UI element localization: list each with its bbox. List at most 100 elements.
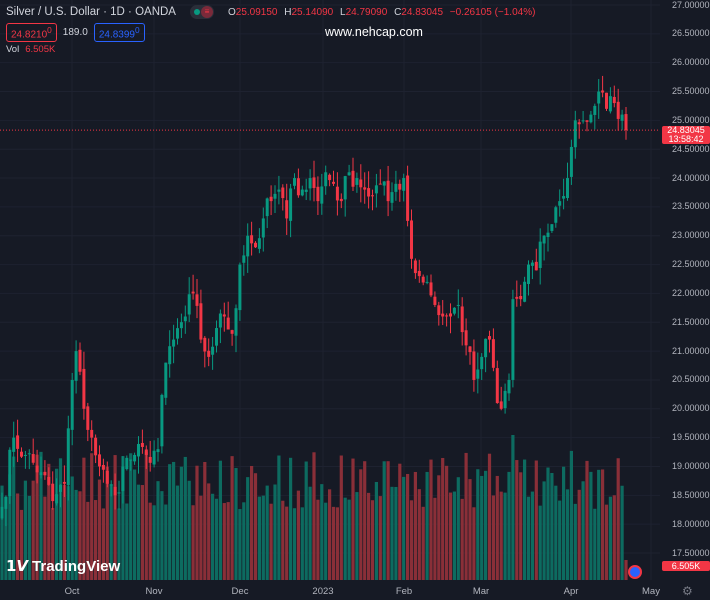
volume-bar — [413, 471, 417, 580]
candle-body — [211, 346, 215, 355]
volume-bar — [565, 489, 570, 580]
candle-body — [207, 350, 211, 357]
volume-label: Vol — [6, 44, 20, 55]
candle-body — [113, 486, 117, 496]
candle-body — [300, 189, 304, 196]
volume-bar — [367, 492, 371, 580]
candle-body — [78, 349, 82, 372]
volume-bar — [503, 492, 507, 580]
volume-tag: 6.505K — [662, 561, 710, 571]
volume-bar — [585, 460, 589, 580]
volume-bar — [62, 484, 66, 580]
candle-body — [238, 264, 242, 311]
candle-body — [12, 437, 16, 452]
volume-bar — [495, 475, 499, 580]
volume-bar — [390, 486, 394, 580]
candle-body — [390, 192, 394, 203]
candle-body — [293, 178, 296, 186]
candle-body — [519, 295, 523, 300]
volume-bar — [406, 473, 410, 580]
volume-bar — [433, 497, 437, 580]
candle-body — [66, 428, 70, 486]
volume-bar — [472, 507, 476, 580]
candle-body — [417, 270, 421, 277]
buy-price-sup: 0 — [134, 25, 140, 35]
volume-bar — [183, 456, 187, 580]
volume-bar — [511, 435, 515, 580]
volume-bar — [195, 465, 199, 580]
tradingview-logo[interactable]: 𝟭𝙑 TradingView — [6, 557, 120, 576]
volume-bar — [35, 454, 39, 580]
us-flag-event-icon[interactable] — [628, 565, 642, 579]
volume-bar — [425, 471, 429, 580]
candle-body — [27, 453, 31, 455]
volume-bar — [27, 495, 31, 580]
symbol-title[interactable]: Silver / U.S. Dollar · 1D · OANDA — [6, 6, 176, 18]
candle-body — [105, 470, 109, 484]
volume-bar — [445, 465, 449, 580]
candle-body — [332, 181, 335, 184]
candle-body — [101, 464, 105, 470]
volume-bar — [105, 466, 109, 580]
candle-body — [47, 476, 51, 485]
volume-bar — [351, 458, 355, 580]
trade-panel: 24.82100 189.0 24.83990 — [6, 23, 145, 43]
volume-bar — [86, 501, 90, 580]
candle-body — [289, 188, 293, 221]
volume-bar — [562, 466, 566, 580]
candle-body — [378, 183, 382, 185]
volume-bar — [402, 476, 406, 580]
volume-bar — [148, 502, 152, 580]
price-tick-label: 27.00000 — [672, 0, 710, 10]
volume-bar — [378, 496, 382, 580]
volume-bar — [265, 485, 269, 580]
candle-body — [359, 179, 363, 188]
price-tick-label: 25.50000 — [672, 86, 710, 97]
candle-body — [566, 178, 569, 199]
candle-body — [612, 96, 616, 104]
sell-button[interactable]: 24.82100 — [6, 23, 57, 43]
candle-body — [406, 175, 410, 221]
price-tick-label: 24.50000 — [672, 143, 710, 154]
candle-body — [308, 178, 312, 189]
candle-body — [187, 294, 191, 315]
candle-body — [70, 379, 74, 430]
volume-bar — [569, 450, 573, 580]
candle-body — [144, 449, 148, 455]
volume-bar — [554, 485, 558, 580]
market-status-toggle[interactable]: ≡ — [189, 5, 214, 19]
candle-body — [491, 339, 495, 368]
volume-bar — [542, 481, 546, 580]
candle-body — [534, 261, 538, 271]
candle-body — [324, 172, 328, 187]
buy-button[interactable]: 24.83990 — [93, 23, 145, 43]
volume-bar — [464, 452, 468, 580]
volume-bar — [168, 464, 172, 580]
volume-bar — [250, 465, 254, 580]
volume-bar — [191, 505, 195, 580]
volume-bar — [97, 479, 102, 580]
candle-body — [538, 241, 542, 268]
candle-body — [530, 262, 534, 266]
volume-bar — [136, 484, 141, 580]
volume-bar — [78, 491, 82, 580]
settings-gear-icon[interactable]: ⚙ — [682, 584, 693, 598]
time-tick-label: Nov — [145, 586, 163, 597]
volume-bar — [281, 500, 285, 580]
volume-bar — [74, 489, 78, 580]
bar-countdown: 13:58:42 — [668, 134, 704, 144]
volume-bar — [16, 493, 20, 580]
volume-bar — [289, 457, 293, 580]
candle-body — [413, 260, 417, 274]
candle-body — [137, 443, 140, 457]
candle-body — [125, 457, 129, 470]
candle-body — [488, 336, 491, 340]
volume-bar — [452, 491, 456, 580]
menu-icon: ≡ — [200, 6, 213, 18]
volume-bar — [328, 489, 332, 580]
time-tick-label: Dec — [231, 586, 249, 597]
candle-body — [503, 390, 507, 409]
volume-bar — [308, 486, 312, 580]
candle-body — [160, 394, 164, 447]
